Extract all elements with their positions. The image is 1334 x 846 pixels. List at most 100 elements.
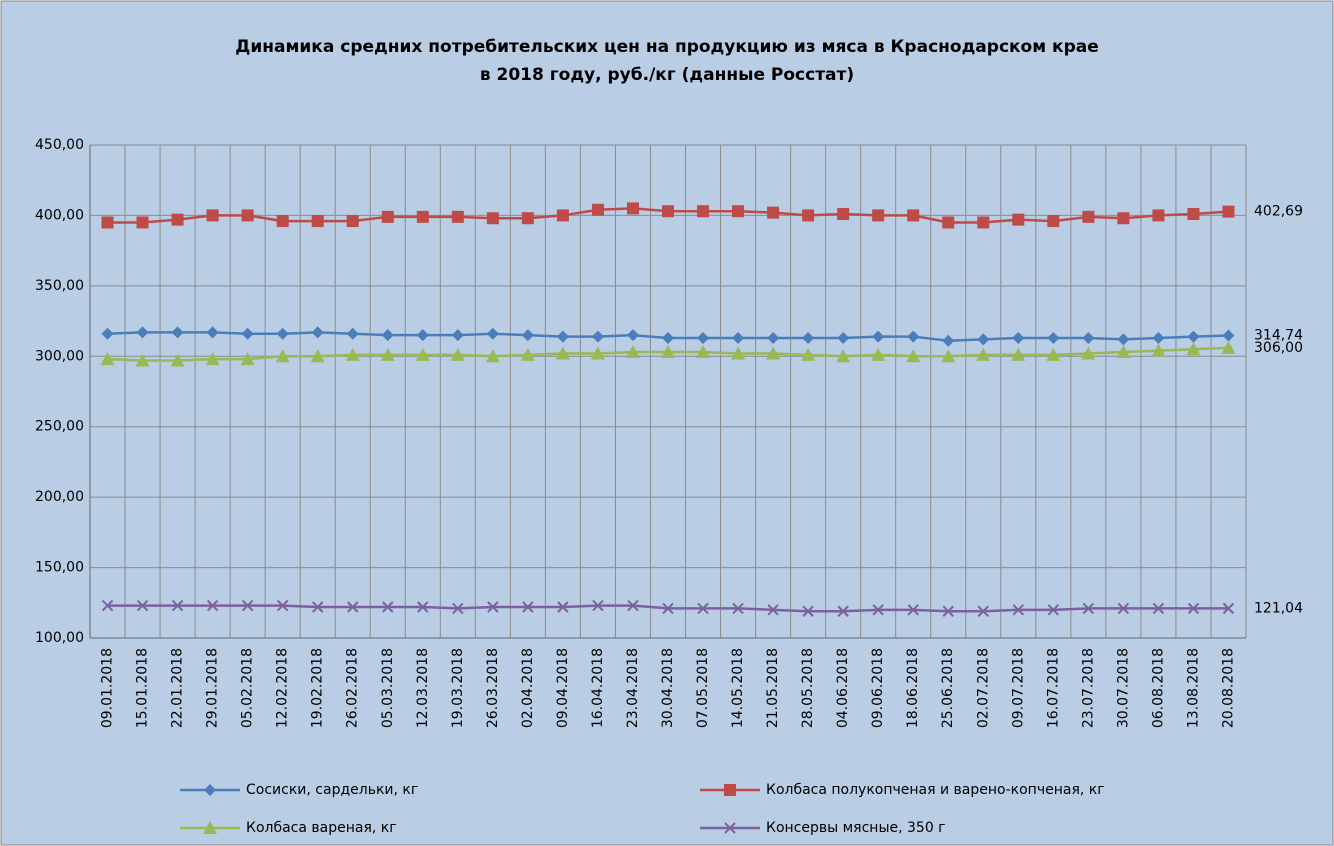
- data-point: [311, 601, 324, 613]
- legend-marker: [203, 821, 217, 834]
- y-tick-label: 250,00: [35, 419, 84, 435]
- data-point: [275, 349, 290, 363]
- data-point: [522, 601, 534, 613]
- data-point: [345, 347, 360, 361]
- legend-marker: [724, 784, 736, 796]
- x-tick-label: 12.02.2018: [275, 648, 291, 728]
- data-point: [697, 331, 710, 344]
- x-tick-label: 30.04.2018: [660, 648, 676, 728]
- x-tick-label: 02.07.2018: [975, 648, 991, 728]
- data-point: [767, 331, 780, 344]
- data-point: [1152, 602, 1165, 615]
- data-point: [872, 330, 885, 343]
- y-tick-label: 400,00: [35, 207, 84, 223]
- data-point: [697, 602, 709, 615]
- data-point: [1117, 602, 1130, 615]
- x-tick-label: 14.05.2018: [730, 648, 746, 728]
- data-point: [381, 329, 394, 342]
- data-point: [520, 347, 535, 361]
- data-point: [1012, 213, 1025, 226]
- x-tick-label: 05.03.2018: [380, 648, 396, 728]
- data-point: [1187, 602, 1200, 615]
- data-point: [662, 331, 674, 344]
- data-point: [1046, 347, 1061, 361]
- data-point: [100, 352, 115, 366]
- legend-marker: [204, 784, 216, 796]
- data-point: [101, 599, 114, 612]
- data-point: [1117, 333, 1130, 346]
- x-tick-label: 09.07.2018: [1010, 648, 1026, 728]
- data-point: [171, 599, 184, 612]
- data-point: [1082, 210, 1095, 223]
- data-point: [135, 353, 150, 367]
- x-tick-label: 19.02.2018: [310, 648, 326, 728]
- x-tick-label: 19.03.2018: [450, 648, 466, 728]
- data-point: [907, 209, 920, 222]
- data-point: [1047, 215, 1060, 228]
- data-point: [1116, 345, 1131, 359]
- data-point: [415, 347, 430, 361]
- data-point: [136, 216, 149, 229]
- data-point: [871, 347, 886, 361]
- x-tick-label: 13.08.2018: [1185, 648, 1201, 728]
- data-point: [626, 202, 639, 215]
- data-point: [766, 346, 781, 360]
- legend-label: Консервы мясные, 350 г: [766, 820, 946, 836]
- data-point: [136, 599, 149, 612]
- data-point: [626, 329, 639, 342]
- data-point: [627, 599, 639, 612]
- x-tick-label: 22.01.2018: [170, 648, 186, 728]
- x-tick-label: 20.08.2018: [1220, 648, 1236, 728]
- data-point: [942, 334, 955, 347]
- x-tick-label: 09.04.2018: [555, 648, 571, 728]
- y-tick-label: 300,00: [35, 348, 84, 364]
- data-point: [416, 329, 429, 342]
- data-point: [977, 605, 989, 617]
- data-point: [206, 599, 219, 612]
- data-point: [942, 605, 954, 617]
- data-point: [732, 331, 745, 344]
- data-point: [732, 205, 745, 218]
- data-point: [906, 349, 921, 363]
- data-point: [486, 327, 499, 340]
- data-point: [662, 602, 674, 615]
- data-point: [346, 215, 359, 228]
- data-point: [767, 604, 779, 616]
- chart-title: в 2018 году, руб./кг (данные Росстат): [480, 65, 854, 85]
- x-tick-label: 16.07.2018: [1045, 648, 1061, 728]
- data-point: [1152, 331, 1165, 344]
- data-point: [836, 349, 851, 363]
- y-tick-label: 200,00: [35, 489, 84, 505]
- x-tick-label: 23.07.2018: [1080, 648, 1096, 728]
- data-point: [941, 349, 956, 363]
- data-point: [1221, 340, 1236, 354]
- data-point: [487, 601, 499, 613]
- x-tick-label: 09.06.2018: [870, 648, 886, 728]
- x-tick-label: 26.02.2018: [345, 648, 361, 728]
- data-point: [451, 329, 464, 342]
- data-point: [801, 347, 816, 361]
- data-point: [451, 210, 464, 223]
- data-point: [555, 346, 570, 360]
- data-point: [872, 209, 885, 222]
- data-point: [557, 601, 569, 613]
- data-point: [697, 205, 710, 218]
- data-point: [1012, 331, 1025, 344]
- data-point: [872, 604, 884, 616]
- x-tick-label: 29.01.2018: [205, 648, 221, 728]
- data-point: [802, 209, 815, 222]
- data-point: [346, 327, 359, 340]
- data-point: [1222, 205, 1235, 218]
- data-point: [977, 333, 990, 346]
- x-tick-label: 04.06.2018: [835, 648, 851, 728]
- data-point: [1186, 342, 1201, 356]
- data-point: [206, 209, 219, 222]
- data-point: [1187, 330, 1200, 343]
- data-point: [521, 329, 534, 342]
- data-point: [837, 208, 850, 221]
- data-point: [1047, 331, 1060, 344]
- data-point: [977, 216, 990, 229]
- data-point: [1081, 346, 1096, 360]
- data-point: [382, 601, 394, 613]
- x-tick-label: 12.03.2018: [415, 648, 431, 728]
